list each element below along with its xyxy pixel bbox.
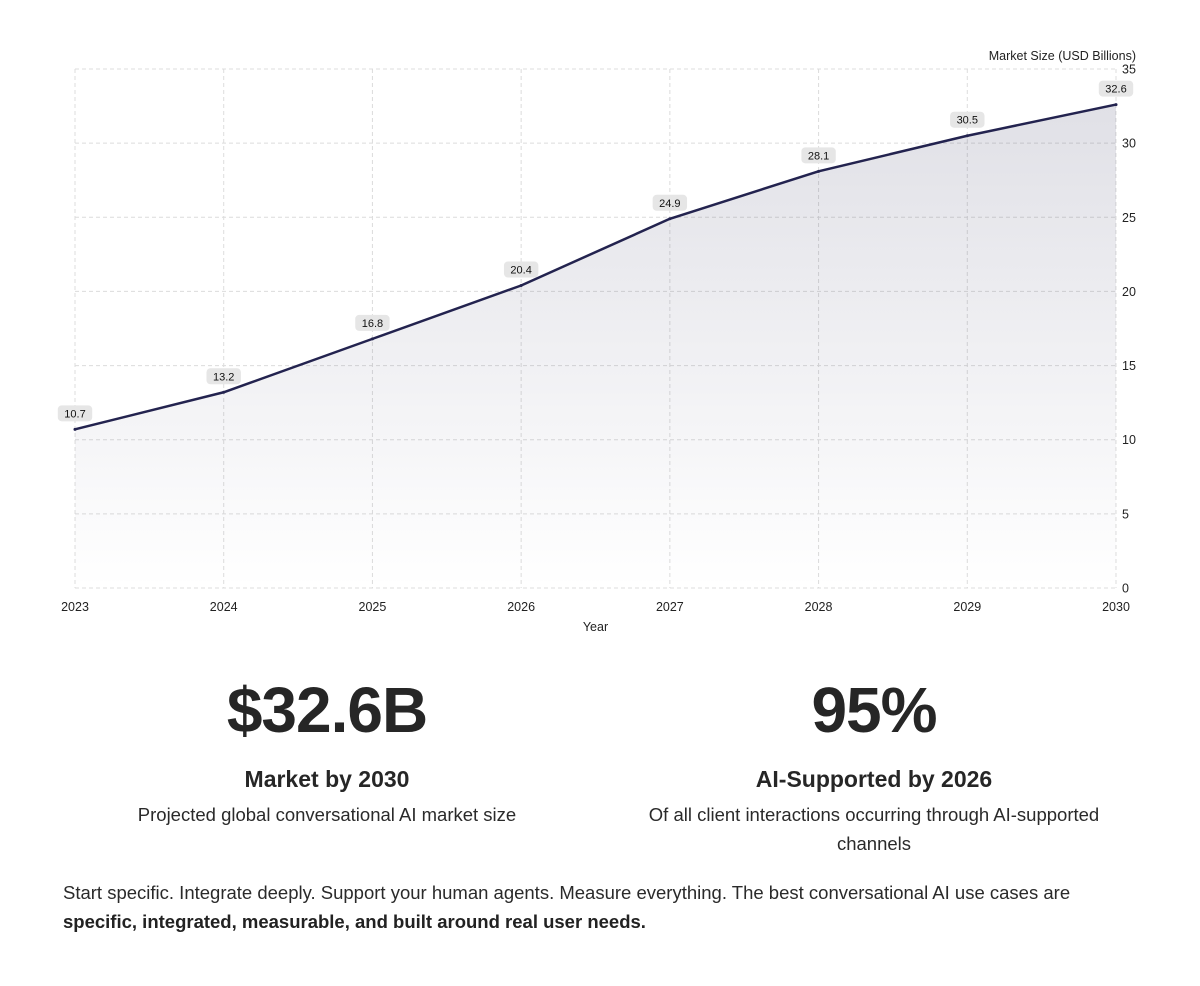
y-tick-label: 10 (1122, 433, 1136, 447)
y-tick-label: 25 (1122, 211, 1136, 225)
data-label-text: 10.7 (64, 408, 85, 420)
x-tick-label: 2029 (953, 600, 981, 614)
data-label: 30.5 (950, 111, 985, 128)
data-label-box (57, 405, 93, 422)
data-point (73, 427, 77, 431)
stat-market-size: $32.6B Market by 2030 Projected global c… (67, 665, 587, 829)
data-labels: 10.7 13.2 16.8 20.4 24.9 28.1 30.5 32.6 (57, 80, 1134, 422)
data-label: 28.1 (801, 147, 836, 164)
market-size-chart: 10.7 13.2 16.8 20.4 24.9 28.1 30.5 32.6 0 5 10 15 2… (57, 49, 1136, 634)
area-fill (75, 104, 1116, 589)
y-tick-label: 0 (1122, 582, 1129, 596)
data-label: 10.7 (57, 405, 93, 422)
stats-section: $32.6B Market by 2030 Projected global c… (0, 665, 1200, 865)
data-label: 32.6 (1098, 80, 1134, 97)
data-label-text: 20.4 (510, 264, 531, 276)
stat-description: Of all client interactions occurring thr… (648, 804, 1100, 854)
y-tick-label: 35 (1122, 63, 1136, 77)
x-axis-title: Year (583, 620, 608, 634)
y-tick-label: 5 (1122, 507, 1129, 521)
data-label: 13.2 (206, 368, 241, 385)
data-point (519, 283, 523, 287)
stat-value: 95% (811, 674, 937, 746)
y-tick-label: 15 (1122, 359, 1136, 373)
data-label-text: 32.6 (1105, 84, 1126, 96)
y-tick-label: 20 (1122, 285, 1136, 299)
data-label-text: 13.2 (213, 371, 234, 383)
data-label-box (355, 314, 390, 331)
market-size-chart-svg: 10.7 13.2 16.8 20.4 24.9 28.1 30.5 32.6 0 5 10 15 2… (57, 49, 1136, 634)
y-axis-title: Market Size (USD Billions) (989, 49, 1136, 63)
y-tick-label: 30 (1122, 137, 1136, 151)
line-layer (73, 103, 1118, 431)
stat-value: $32.6B (226, 674, 428, 746)
data-label: 20.4 (503, 261, 539, 278)
data-point (222, 390, 226, 394)
data-label-box (206, 368, 241, 385)
data-point (965, 134, 969, 138)
data-point (1114, 103, 1118, 107)
summary-text: Start specific. Integrate deeply. Suppor… (63, 882, 1071, 903)
data-label-box (503, 261, 539, 278)
data-label: 24.9 (652, 194, 688, 211)
data-label: 16.8 (355, 314, 390, 331)
summary-paragraph: Start specific. Integrate deeply. Suppor… (63, 878, 1143, 936)
stat-title: Market by 2030 (244, 766, 410, 792)
stat-title: AI-Supported by 2026 (755, 766, 993, 792)
x-tick-label: 2024 (210, 600, 238, 614)
series-line (73, 103, 1118, 431)
x-tick-label: 2028 (805, 600, 833, 614)
x-tick-label: 2027 (656, 600, 684, 614)
data-label-text: 24.9 (659, 198, 680, 210)
data-label-box (950, 111, 985, 128)
stat-ai-supported: 95% AI-Supported by 2026 Of all client i… (614, 665, 1134, 858)
x-tick-label: 2030 (1102, 600, 1130, 614)
data-label-box (801, 147, 836, 164)
data-point (370, 337, 374, 341)
summary-bold-text: specific, integrated, measurable, and bu… (63, 911, 646, 932)
data-label-text: 30.5 (957, 115, 978, 127)
stat-description: Projected global conversational AI marke… (137, 804, 517, 825)
area-layer (75, 104, 1116, 589)
data-label-text: 28.1 (808, 150, 829, 162)
x-tick-label: 2023 (61, 600, 89, 614)
x-tick-label: 2025 (359, 600, 387, 614)
x-tick-label: 2026 (507, 600, 535, 614)
data-label-box (652, 194, 688, 211)
data-point (668, 217, 672, 221)
data-point (817, 169, 821, 173)
data-label-box (1098, 80, 1134, 97)
data-label-text: 16.8 (362, 318, 383, 330)
